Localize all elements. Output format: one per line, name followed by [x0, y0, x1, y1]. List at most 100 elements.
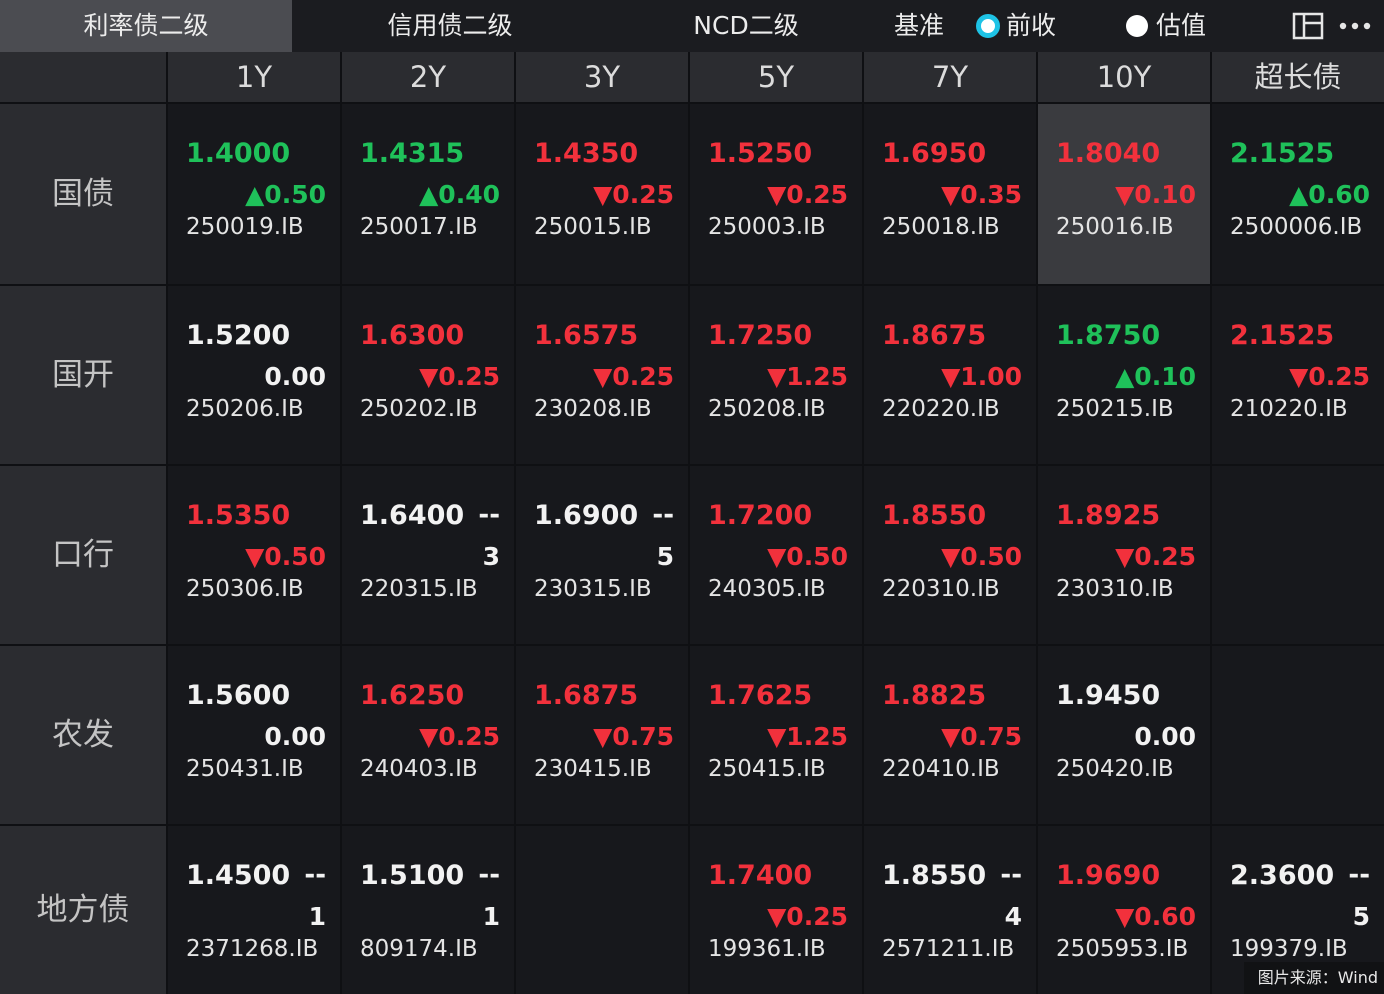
- radio-label[interactable]: 估值: [1156, 11, 1207, 40]
- quote-cell: 1.5200 0.00 250206.IB: [168, 286, 340, 464]
- no-trade-tag: --: [478, 860, 500, 890]
- change: ▼0.50: [245, 542, 326, 571]
- bond-code: 2371268.IB: [186, 936, 319, 962]
- yield: 1.7250: [708, 320, 813, 351]
- change: 3: [482, 542, 500, 571]
- quote-cell: 1.4500 -- 1 2371268.IB: [168, 826, 340, 994]
- change: ▼1.25: [767, 362, 848, 391]
- yield: 2.1525: [1230, 138, 1335, 169]
- bond-code: 250420.IB: [1056, 756, 1174, 782]
- bond-code: 230310.IB: [1056, 576, 1174, 602]
- change: 4: [1004, 902, 1022, 931]
- yield: 1.6950: [882, 138, 987, 169]
- yield: 1.6250: [360, 680, 465, 711]
- quote-cell: 2.3600 -- 5 199379.IB: [1212, 826, 1384, 994]
- header-corner: [0, 52, 166, 102]
- quote-cell: 1.8825 ▼0.75 220410.IB: [864, 646, 1036, 824]
- quote-cell: 1.8750 ▲0.10 250215.IB: [1038, 286, 1210, 464]
- quote-cell: 1.5250 ▼0.25 250003.IB: [690, 104, 862, 284]
- bond-code: 250306.IB: [186, 576, 304, 602]
- quote-cell: 1.8550 ▼0.50 220310.IB: [864, 466, 1036, 644]
- layout-icon[interactable]: [1292, 12, 1324, 40]
- radio-label[interactable]: 前收: [1006, 11, 1057, 40]
- yield: 1.6400: [360, 500, 465, 531]
- change: 1: [308, 902, 326, 931]
- yield: 1.8550: [882, 500, 987, 531]
- bond-code: 250018.IB: [882, 214, 1000, 240]
- yield: 1.4500: [186, 860, 291, 891]
- yield: 1.7625: [708, 680, 813, 711]
- quote-cell: 1.5350 ▼0.50 250306.IB: [168, 466, 340, 644]
- bond-code: 210220.IB: [1230, 396, 1348, 422]
- yield: 1.8750: [1056, 320, 1161, 351]
- bond-code: 250016.IB: [1056, 214, 1174, 240]
- bond-code: 250019.IB: [186, 214, 304, 240]
- yield: 1.5200: [186, 320, 291, 351]
- bond-code: 199379.IB: [1230, 936, 1348, 962]
- yield: 1.4350: [534, 138, 639, 169]
- tab[interactable]: 利率债二级: [0, 0, 292, 52]
- column-header: 1Y: [168, 52, 340, 102]
- bond-code: 230415.IB: [534, 756, 652, 782]
- change: ▼0.25: [767, 180, 848, 209]
- change: ▼0.25: [767, 902, 848, 931]
- change: ▲0.50: [245, 180, 326, 209]
- quote-cell: [1212, 466, 1384, 644]
- yield: 2.1525: [1230, 320, 1335, 351]
- radio-button[interactable]: [1126, 15, 1148, 37]
- yield: 1.5350: [186, 500, 291, 531]
- row-label: 地方债: [0, 826, 166, 994]
- bond-code: 199361.IB: [708, 936, 826, 962]
- bond-code: 2505953.IB: [1056, 936, 1189, 962]
- tab[interactable]: NCD二级: [693, 11, 799, 40]
- change: ▼0.35: [941, 180, 1022, 209]
- yield: 1.6575: [534, 320, 639, 351]
- no-trade-tag: --: [1348, 860, 1370, 890]
- change: ▼0.10: [1115, 180, 1196, 209]
- column-header: 10Y: [1038, 52, 1210, 102]
- quote-cell: 1.4000 ▲0.50 250019.IB: [168, 104, 340, 284]
- change: 1: [482, 902, 500, 931]
- yield: 2.3600: [1230, 860, 1335, 891]
- change: ▼1.25: [767, 722, 848, 751]
- yield: 1.5100: [360, 860, 465, 891]
- column-header: 7Y: [864, 52, 1036, 102]
- quote-cell: 1.7250 ▼1.25 250208.IB: [690, 286, 862, 464]
- yield: 1.8825: [882, 680, 987, 711]
- radio-button[interactable]: [976, 14, 1000, 38]
- yield: 1.9690: [1056, 860, 1161, 891]
- change: 0.00: [264, 362, 326, 391]
- change: ▼0.75: [593, 722, 674, 751]
- change: 5: [656, 542, 674, 571]
- change: ▼0.25: [1289, 362, 1370, 391]
- quote-cell: 2.1525 ▼0.25 210220.IB: [1212, 286, 1384, 464]
- bond-code: 250017.IB: [360, 214, 478, 240]
- quote-cell: 1.8550 -- 4 2571211.IB: [864, 826, 1036, 994]
- change: 0.00: [264, 722, 326, 751]
- bond-code: 240403.IB: [360, 756, 478, 782]
- change: ▼0.25: [593, 362, 674, 391]
- bond-code: 220310.IB: [882, 576, 1000, 602]
- yield: 1.7400: [708, 860, 813, 891]
- bond-code: 809174.IB: [360, 936, 478, 962]
- tab[interactable]: 信用债二级: [387, 11, 513, 40]
- yield: 1.8675: [882, 320, 987, 351]
- column-header: 超长债: [1212, 52, 1384, 102]
- column-header: 2Y: [342, 52, 514, 102]
- row-label: 农发: [0, 646, 166, 824]
- yield: 1.4315: [360, 138, 465, 169]
- more-icon[interactable]: [1338, 20, 1372, 32]
- quote-cell: 1.7400 ▼0.25 199361.IB: [690, 826, 862, 994]
- quote-cell: 1.7200 ▼0.50 240305.IB: [690, 466, 862, 644]
- bond-code: 250202.IB: [360, 396, 478, 422]
- change: ▼0.25: [593, 180, 674, 209]
- bond-code: 2500006.IB: [1230, 214, 1363, 240]
- column-header: 3Y: [516, 52, 688, 102]
- bond-code: 250431.IB: [186, 756, 304, 782]
- change: ▼0.50: [767, 542, 848, 571]
- yield: 1.5250: [708, 138, 813, 169]
- bond-code: 220315.IB: [360, 576, 478, 602]
- no-trade-tag: --: [1000, 860, 1022, 890]
- no-trade-tag: --: [304, 860, 326, 890]
